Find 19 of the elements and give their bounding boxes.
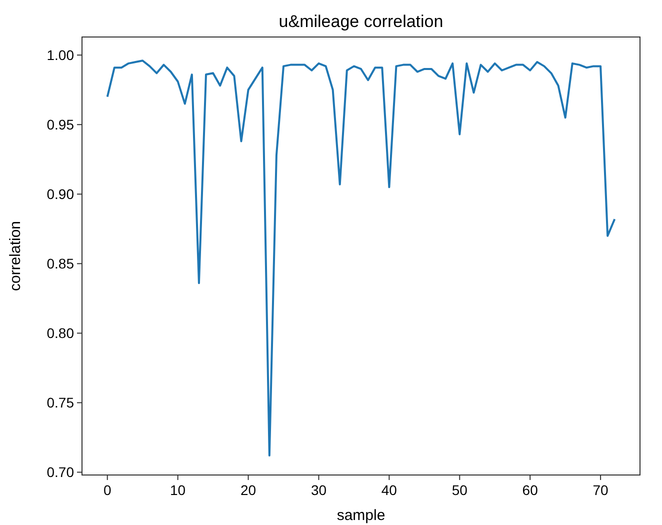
x-axis-title: sample [336,507,386,524]
x-tick-label: 50 [452,482,468,498]
y-tick-label: 0.95 [46,116,74,132]
x-tick-label: 30 [310,482,327,498]
y-tick-label: 0.70 [46,464,74,480]
y-tick-label: 1.00 [46,46,74,63]
x-tick-label: 20 [240,482,256,498]
y-tick-label: 0.90 [46,186,74,202]
x-tick-label: 10 [170,482,186,498]
x-tick-label: 60 [522,482,538,498]
x-tick-label: 70 [592,482,609,498]
y-axis-title: correlation [7,220,24,292]
chart-title: u&mileage correlation [278,12,444,31]
line-series [106,60,616,457]
y-tick-label: 0.85 [46,256,74,272]
y-tick-label: 0.80 [46,325,74,342]
y-tick-label: 0.75 [46,394,74,411]
x-tick-label: 40 [381,482,398,498]
x-tick-label: 0 [103,482,112,498]
